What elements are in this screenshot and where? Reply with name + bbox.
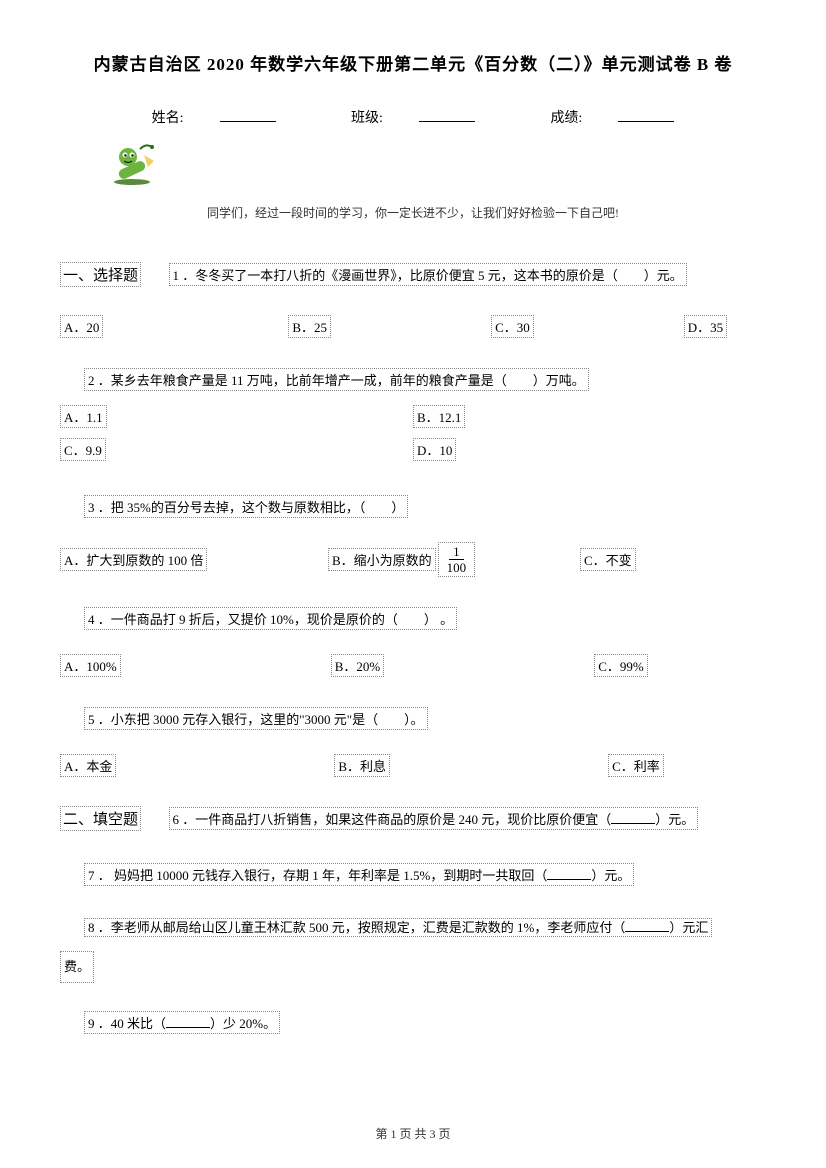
fraction-icon: 1 100 — [438, 542, 476, 577]
question-5: 5 ．小东把 3000 元存入银行，这里的"3000 元"是（ ）。 — [84, 707, 428, 730]
q4-opt-c: C．99% — [594, 654, 648, 677]
q5-opt-c: C．利率 — [608, 754, 664, 777]
question-4: 4 ．一件商品打 9 折后，又提价 10%，现价是原价的（ ） 。 — [84, 607, 457, 630]
question-4-options: A．100% B．20% C．99% — [60, 654, 766, 677]
q4-opt-b: B．20% — [331, 654, 385, 677]
page-title: 内蒙古自治区 2020 年数学六年级下册第二单元《百分数（二）》单元测试卷 B … — [60, 50, 766, 75]
question-5-options: A．本金 B．利息 C．利率 — [60, 754, 766, 777]
q2-opt-a: A．1.1 — [60, 405, 413, 428]
q3-opt-c: C．不变 — [580, 548, 636, 571]
q2-opt-d: D．10 — [413, 438, 766, 461]
q7-blank — [547, 868, 591, 880]
q1-opt-d: D．35 — [684, 315, 727, 338]
question-8: 8 ．李老师从邮局给山区儿童王林汇款 500 元，按照规定，汇费是汇款数的 1%… — [84, 914, 766, 983]
name-blank — [220, 108, 276, 122]
section-1-header: 一、选择题 — [60, 262, 141, 287]
score-label: 成绩: — [550, 111, 582, 126]
question-2-options: A．1.1 B．12.1 C．9.9 D．10 — [60, 405, 766, 471]
question-9: 9 ．40 米比（）少 20%。 — [84, 1011, 280, 1034]
q9-blank — [166, 1016, 210, 1028]
q2-opt-c: C．9.9 — [60, 438, 413, 461]
q4-opt-a: A．100% — [60, 654, 121, 677]
q6-blank — [611, 812, 655, 824]
q5-opt-a: A．本金 — [60, 754, 116, 777]
name-label: 姓名: — [152, 111, 184, 126]
q2-opt-b: B．12.1 — [413, 405, 766, 428]
question-6: 6 ．一件商品打八折销售，如果这件商品的原价是 240 元，现价比原价便宜（）元… — [169, 807, 699, 830]
question-2: 2 ．某乡去年粮食产量是 11 万吨，比前年增产一成，前年的粮食产量是（ ）万吨… — [84, 368, 589, 391]
question-1-options: A．20 B．25 C．30 D．35 — [60, 315, 766, 338]
intro-text: 同学们，经过一段时间的学习，你一定长进不少，让我们好好检验一下自己吧! — [60, 204, 766, 221]
student-info-line: 姓名: 班级: 成绩: — [60, 107, 766, 127]
page-footer: 第 1 页 共 3 页 — [0, 1125, 826, 1142]
score-blank — [618, 108, 674, 122]
question-7: 7 ． 妈妈把 10000 元钱存入银行，存期 1 年，年利率是 1.5%，到期… — [84, 863, 634, 886]
question-1: 1 ．冬冬买了一本打八折的《漫画世界》，比原价便宜 5 元，这本书的原价是（ ）… — [169, 263, 687, 286]
q3-opt-a: A．扩大到原数的 100 倍 — [60, 548, 328, 571]
class-blank — [419, 108, 475, 122]
q1-opt-b: B．25 — [288, 315, 331, 338]
q1-opt-c: C．30 — [491, 315, 534, 338]
section-2-header: 二、填空题 — [60, 806, 141, 831]
pencil-icon — [110, 137, 766, 192]
q3-opt-b: B．缩小为原数的 1 100 — [328, 542, 580, 577]
q5-opt-b: B．利息 — [334, 754, 390, 777]
question-3-options: A．扩大到原数的 100 倍 B．缩小为原数的 1 100 C．不变 — [60, 542, 766, 577]
q1-opt-a: A．20 — [60, 315, 103, 338]
class-label: 班级: — [351, 111, 383, 126]
question-3: 3 ．把 35%的百分号去掉，这个数与原数相比，（ ） — [84, 495, 408, 518]
q8-blank — [625, 920, 669, 932]
